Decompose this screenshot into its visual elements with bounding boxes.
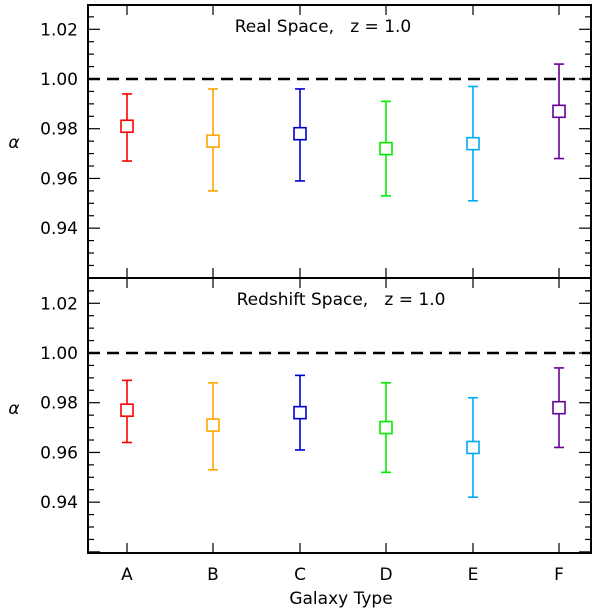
x-tick-label: F [554, 565, 564, 585]
x-tick-label: B [207, 565, 219, 585]
data-point-F [552, 104, 566, 119]
data-point-B [206, 418, 220, 432]
y-tick-label: 1.00 [40, 344, 78, 364]
plot-frame [87, 277, 592, 554]
x-tick-label: A [121, 565, 133, 585]
x-tick-label: E [468, 565, 479, 585]
y-tick-label: 0.94 [40, 219, 78, 239]
y-tick-label: 0.96 [40, 169, 78, 189]
y-tick-label: 0.98 [40, 120, 78, 140]
panel-title: Redshift Space, z = 1.0 [237, 290, 446, 310]
x-tick-labels: A B C D E F [121, 565, 564, 585]
tick-marks [88, 5, 591, 278]
data-point-A [120, 119, 134, 134]
data-point-C [293, 126, 307, 141]
x-tick-label: D [379, 565, 392, 585]
tick-marks [88, 278, 591, 553]
y-tick-label: 1.02 [40, 20, 78, 40]
y-tick-label: 0.94 [40, 493, 78, 513]
data-marks [120, 63, 566, 202]
y-tick-label: 0.98 [40, 394, 78, 414]
y-tick-labels: 0.94 0.96 0.98 1.00 1.02 [40, 294, 78, 513]
plot-frame [87, 4, 592, 279]
y-tick-labels: 0.94 0.96 0.98 1.00 1.02 [40, 20, 78, 239]
data-point-E [466, 136, 480, 151]
data-point-E [466, 440, 480, 455]
y-axis-label: α [8, 399, 19, 419]
data-point-D [379, 141, 393, 156]
x-axis-label: Galaxy Type [289, 589, 392, 609]
y-axis-label: α [8, 133, 19, 153]
data-point-B [206, 134, 220, 148]
panel-redshift-space: Redshift Space, z = 1.0 α 0.94 0.96 0.98 1.… [8, 277, 592, 609]
x-tick-label: C [294, 565, 306, 585]
panel-title: Real Space, z = 1.0 [235, 17, 411, 37]
data-point-D [379, 420, 393, 435]
data-point-C [293, 405, 307, 420]
data-marks [120, 367, 566, 498]
y-tick-label: 1.00 [40, 70, 78, 90]
panel-real-space: Real Space, z = 1.0 α 0.94 0.96 0.98 1.00 1.… [8, 4, 592, 279]
y-tick-label: 0.96 [40, 443, 78, 463]
data-point-A [120, 403, 134, 417]
y-tick-label: 1.02 [40, 294, 78, 314]
data-point-F [552, 400, 566, 415]
